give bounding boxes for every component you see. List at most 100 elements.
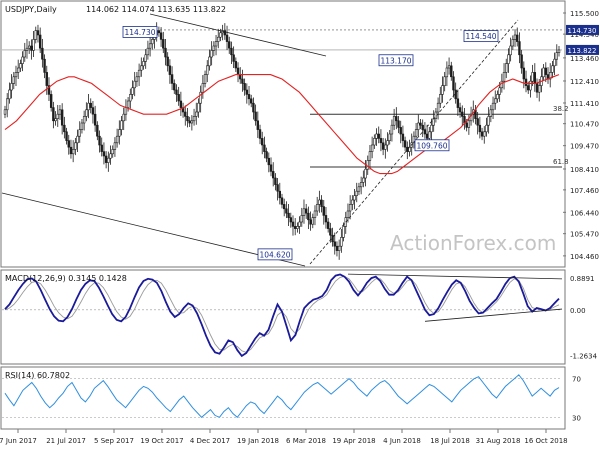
candle-body: [287, 212, 290, 218]
candle-body: [254, 111, 257, 122]
rsi-panel-frame: [0, 366, 566, 430]
macd-trendline-lower: [424, 308, 563, 322]
candle-body: [142, 61, 145, 67]
x-tick-label: 6 Mar 2018: [286, 437, 326, 445]
candle-body: [355, 190, 358, 196]
candle-body: [10, 83, 13, 91]
candle-body: [168, 65, 172, 75]
candle-body: [12, 76, 15, 84]
candle-body: [166, 56, 169, 67]
candle-body: [173, 83, 176, 91]
candle-body: [289, 217, 292, 223]
candle-body: [85, 109, 88, 117]
x-tick-label: 7 Jun 2017: [0, 437, 37, 445]
candle-body: [452, 76, 455, 91]
candle-body: [102, 151, 106, 157]
candle-body: [430, 124, 433, 133]
candle-body: [549, 72, 552, 80]
candle-body: [461, 111, 464, 117]
candle-body: [544, 67, 548, 75]
candle-body: [98, 135, 101, 146]
price-tick-label: 112.410: [570, 78, 599, 86]
candle-body: [186, 116, 189, 122]
axis-price-tag: [566, 44, 599, 55]
macd-tick-label: 0.8891: [570, 275, 595, 283]
candle-body: [228, 41, 231, 49]
candle-body: [214, 41, 218, 47]
candle-body: [428, 131, 431, 139]
candle-body: [285, 208, 288, 214]
candle-body: [516, 34, 519, 42]
candle-body: [458, 107, 462, 113]
candle-body: [65, 131, 68, 141]
candle-body: [414, 129, 418, 137]
candle-body: [538, 85, 541, 93]
candle-body: [397, 120, 400, 128]
candle-body: [278, 190, 282, 199]
candle-body: [524, 78, 528, 86]
candle-body: [5, 98, 9, 111]
candle-body: [326, 221, 330, 229]
candle-body: [30, 45, 33, 51]
candle-body: [177, 94, 180, 102]
candle-body: [256, 120, 260, 130]
candle-body: [348, 204, 352, 212]
candle-body: [118, 129, 121, 137]
candle-body: [311, 217, 314, 225]
candle-body: [3, 109, 7, 115]
candle-body: [533, 72, 537, 84]
candle-body: [230, 47, 233, 56]
candle-body: [476, 118, 479, 126]
candle-body: [388, 133, 391, 141]
candle-body: [159, 32, 163, 40]
candle-body: [329, 228, 332, 236]
candle-body: [71, 149, 75, 155]
candle-body: [188, 120, 191, 124]
candle-body: [192, 116, 196, 122]
candle-body: [225, 34, 229, 42]
candle-body: [535, 83, 539, 93]
candle-body: [531, 72, 534, 82]
candle-body: [342, 226, 345, 238]
candle-body: [432, 118, 435, 126]
candle-body: [507, 54, 510, 64]
candle-body: [489, 109, 493, 117]
candle-body: [551, 65, 554, 73]
candle-body: [362, 177, 365, 183]
candle-body: [340, 237, 343, 247]
candle-body: [32, 39, 35, 51]
candle-body: [282, 204, 286, 210]
candle-body: [280, 197, 284, 205]
candle-body: [403, 140, 407, 148]
candle-body: [100, 144, 103, 152]
price-panel-frame: [0, 0, 566, 268]
candle-body: [122, 113, 125, 122]
candle-body: [511, 39, 515, 47]
price-annotation-box: [414, 139, 450, 152]
candle-body: [63, 124, 66, 133]
macd-line: [4, 273, 560, 358]
price-annotation-label: 114.540: [465, 32, 496, 41]
candle-body: [54, 118, 57, 122]
price-annotation-box: [257, 248, 293, 261]
candle-body: [267, 157, 271, 166]
candle-body: [21, 56, 24, 64]
watermark: ActionForex.com: [390, 231, 556, 255]
candle-body: [318, 199, 321, 205]
candle-body: [120, 120, 123, 130]
candle-body: [258, 129, 262, 139]
price-tick-label: 114.540: [570, 31, 599, 39]
macd-tick-label: 0.00: [570, 307, 586, 315]
candle-body: [164, 47, 167, 58]
x-tick-label: 31 Aug 2018: [476, 437, 521, 445]
candle-body: [302, 208, 306, 216]
candle-body: [74, 142, 77, 150]
candle-body: [445, 67, 449, 78]
candle-body: [36, 30, 40, 36]
x-tick-label: 18 Jul 2018: [430, 437, 470, 445]
candle-body: [199, 91, 202, 104]
candle-body: [529, 80, 532, 91]
candle-body: [47, 85, 51, 95]
